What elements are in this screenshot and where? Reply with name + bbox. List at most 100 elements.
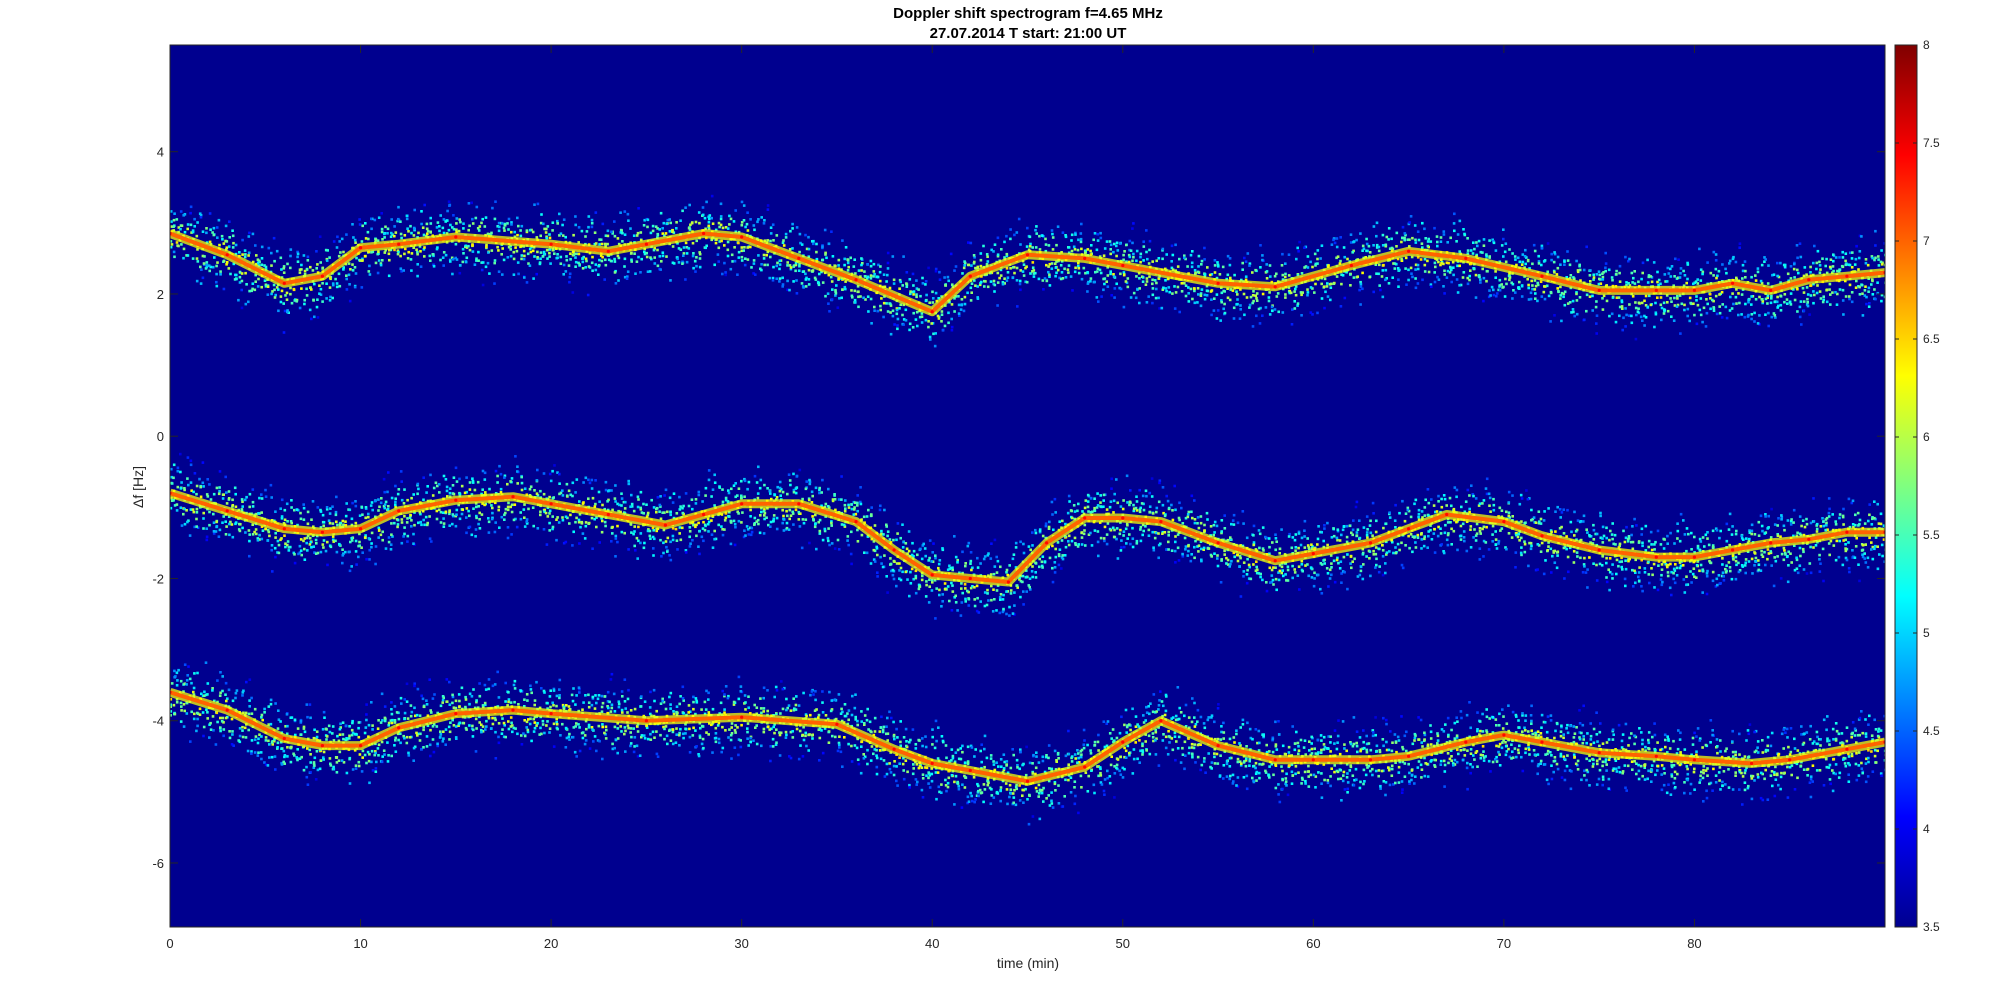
scatter-point <box>1553 252 1557 256</box>
scatter-point <box>1776 261 1779 265</box>
scatter-point <box>231 498 234 502</box>
scatter-point <box>1568 301 1572 304</box>
scatter-point <box>1696 303 1700 307</box>
scatter-point <box>1696 282 1700 285</box>
scatter-point <box>338 523 342 527</box>
scatter-point <box>214 530 218 533</box>
scatter-point <box>581 257 584 260</box>
scatter-point <box>399 254 402 258</box>
scatter-point <box>1135 249 1139 253</box>
scatter-point <box>251 505 255 508</box>
scatter-point <box>1341 274 1345 277</box>
scatter-point <box>685 260 689 264</box>
scatter-point <box>1251 294 1255 297</box>
scatter-point <box>339 251 342 254</box>
scatter-point <box>1148 239 1152 243</box>
scatter-point <box>201 276 205 280</box>
scatter-point <box>661 254 665 258</box>
scatter-point <box>664 488 668 492</box>
scatter-point <box>341 548 344 551</box>
scatter-point <box>741 511 744 514</box>
scatter-point <box>1516 256 1520 260</box>
scatter-point <box>297 552 300 556</box>
scatter-point <box>1427 270 1431 274</box>
scatter-point <box>763 219 766 222</box>
scatter-point <box>369 504 373 507</box>
scatter-point <box>737 241 740 245</box>
scatter-point <box>290 499 293 502</box>
scatter-point <box>377 509 380 512</box>
scatter-point <box>286 310 289 314</box>
scatter-point <box>1223 311 1227 315</box>
scatter-point <box>1074 233 1077 236</box>
scatter-point <box>1032 275 1036 278</box>
scatter-point <box>319 293 323 296</box>
scatter-point <box>869 259 873 263</box>
scatter-point <box>1767 324 1770 328</box>
scatter-point <box>299 538 303 541</box>
scatter-point <box>931 301 935 304</box>
scatter-point <box>1034 228 1037 232</box>
scatter-point <box>727 500 730 504</box>
scatter-point <box>1812 282 1815 286</box>
scatter-point <box>487 520 491 524</box>
scatter-point <box>1715 312 1719 316</box>
scatter-point <box>1743 260 1747 263</box>
scatter-point <box>577 226 581 229</box>
scatter-point <box>305 536 309 540</box>
scatter-point <box>1416 230 1420 233</box>
scatter-point <box>637 255 640 259</box>
scatter-point <box>604 488 608 492</box>
scatter-point <box>851 296 854 299</box>
scatter-point <box>542 222 545 226</box>
scatter-point <box>639 541 642 545</box>
scatter-point <box>675 221 678 224</box>
scatter-point <box>1123 273 1126 276</box>
scatter-point <box>1543 285 1546 288</box>
scatter-point <box>756 492 760 495</box>
scatter-point <box>1850 300 1854 304</box>
scatter-point <box>318 284 321 287</box>
scatter-point <box>630 531 633 534</box>
scatter-point <box>1450 280 1453 284</box>
scatter-point <box>1575 312 1579 316</box>
scatter-point <box>1339 305 1343 308</box>
scatter-point <box>616 502 619 506</box>
scatter-point <box>873 309 876 312</box>
scatter-point <box>1073 248 1077 251</box>
scatter-point <box>516 482 519 485</box>
scatter-point <box>280 268 283 271</box>
scatter-point <box>402 269 405 272</box>
scatter-point <box>1287 274 1291 277</box>
scatter-point <box>656 496 660 499</box>
scatter-point <box>279 507 282 510</box>
scatter-point <box>478 225 482 228</box>
scatter-point <box>1300 272 1304 275</box>
scatter-point <box>859 275 862 278</box>
scatter-point <box>450 256 454 260</box>
scatter-point <box>1067 264 1071 267</box>
scatter-point <box>472 507 475 510</box>
scatter-point <box>569 493 572 497</box>
scatter-point <box>1243 256 1246 260</box>
scatter-point <box>227 490 231 493</box>
scatter-point <box>1595 300 1598 303</box>
scatter-point <box>1215 293 1219 296</box>
scatter-point <box>212 512 215 516</box>
scatter-point <box>1298 240 1301 244</box>
scatter-point <box>918 315 922 319</box>
scatter-point <box>392 516 396 520</box>
scatter-point <box>529 250 533 254</box>
scatter-point <box>1880 249 1883 252</box>
scatter-point <box>618 503 621 507</box>
scatter-point <box>348 299 352 303</box>
scatter-point <box>889 311 892 314</box>
scatter-point <box>1151 301 1154 305</box>
scatter-point <box>1443 269 1446 273</box>
scatter-point <box>270 548 273 552</box>
scatter-point <box>442 218 446 221</box>
scatter-point <box>1295 257 1298 261</box>
scatter-point <box>403 526 406 529</box>
scatter-point <box>752 259 756 262</box>
scatter-point <box>1164 287 1168 290</box>
